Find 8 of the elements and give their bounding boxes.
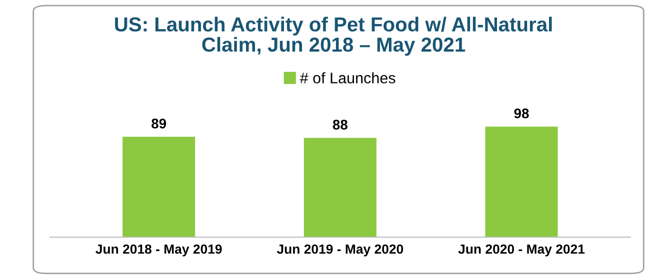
x-tick-label: Jun 2018 - May 2019 bbox=[96, 244, 222, 256]
x-tick-label: Jun 2020 - May 2021 bbox=[458, 244, 585, 256]
data-label: 89 bbox=[152, 118, 166, 128]
data-label: 88 bbox=[332, 120, 348, 130]
data-label: 98 bbox=[514, 108, 529, 118]
x-tick-label: Jun 2019 - May 2020 bbox=[276, 244, 404, 256]
chart-title: US: Launch Activity of Pet Food w/ All-Natural Claim, Jun 2018 – May 2021 bbox=[115, 16, 552, 56]
legend-label: # of Launches bbox=[300, 72, 396, 84]
